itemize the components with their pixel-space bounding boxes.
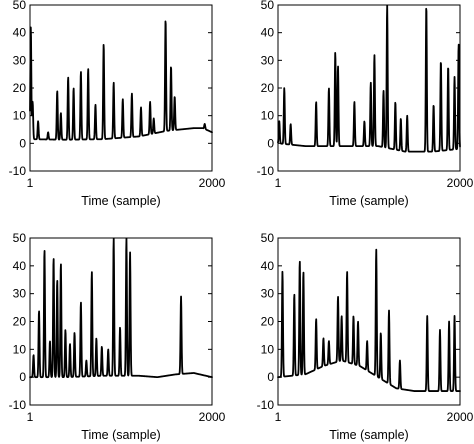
y-tick-label: 50 <box>261 231 275 245</box>
y-tick-label: 0 <box>19 136 26 150</box>
y-tick-label: 10 <box>13 109 27 123</box>
y-tick-label: 50 <box>13 231 27 245</box>
y-tick-label: -10 <box>9 398 27 412</box>
y-tick-label: -10 <box>9 164 27 178</box>
y-tick-label: 40 <box>261 26 275 40</box>
x-axis-label: Time (sample) <box>329 428 408 442</box>
y-tick-label: 40 <box>13 259 27 273</box>
y-tick-label: 20 <box>261 81 275 95</box>
panel-3: -10 0 10 20 30 40 50 1 2000 Time (sample) <box>9 231 226 442</box>
x-axis-label: Time (sample) <box>81 428 160 442</box>
y-tick-label: 50 <box>261 0 275 12</box>
x-tick-label: 1 <box>27 410 34 424</box>
y-tick-label: 0 <box>19 370 26 384</box>
x-tick-label: 1 <box>275 176 282 190</box>
y-tick-label: 10 <box>261 342 275 356</box>
signal-line <box>29 20 213 141</box>
y-tick-label: 30 <box>13 287 27 301</box>
y-tick-label: 30 <box>13 53 27 67</box>
plot-frame <box>277 237 461 406</box>
y-tick-label: 20 <box>13 81 27 95</box>
signal-line <box>29 237 213 379</box>
signal-line <box>277 4 461 153</box>
y-tick-label: 40 <box>261 259 275 273</box>
x-tick-label: 1 <box>275 410 282 424</box>
x-tick-label: 2000 <box>199 410 226 424</box>
x-tick-label: 2000 <box>199 176 226 190</box>
panel-2: -10 0 10 20 30 40 50 1 2000 Time (sample) <box>257 0 474 208</box>
x-tick-label: 1 <box>27 176 34 190</box>
y-tick-label: 10 <box>13 342 27 356</box>
x-axis-label: Time (sample) <box>81 194 160 208</box>
signal-line <box>277 248 461 392</box>
y-tick-label: 0 <box>267 136 274 150</box>
y-tick-label: 20 <box>13 315 27 329</box>
panel-1: -10 0 10 20 30 40 50 1 2000 Time (sample) <box>9 0 226 208</box>
plot-frame <box>29 4 213 172</box>
y-tick-label: 0 <box>267 370 274 384</box>
y-tick-label: 30 <box>261 287 275 301</box>
x-axis-label: Time (sample) <box>329 194 408 208</box>
y-tick-label: 20 <box>261 315 275 329</box>
y-tick-label: 50 <box>13 0 27 12</box>
y-tick-label: 40 <box>13 26 27 40</box>
y-tick-label: 10 <box>261 109 275 123</box>
x-tick-label: 2000 <box>447 176 474 190</box>
x-tick-label: 2000 <box>447 410 474 424</box>
y-tick-label: 30 <box>261 53 275 67</box>
y-tick-label: -10 <box>257 398 275 412</box>
y-tick-label: -10 <box>257 164 275 178</box>
panel-4: -10 0 10 20 30 40 50 1 2000 Time (sample) <box>257 231 474 442</box>
